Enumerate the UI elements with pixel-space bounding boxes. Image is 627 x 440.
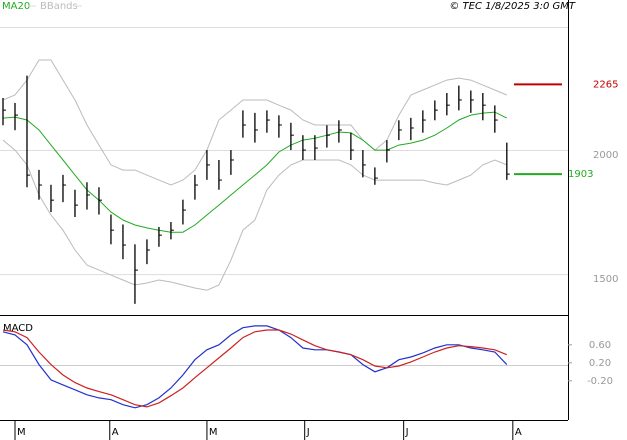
y-tick-label: 2000 bbox=[593, 150, 618, 161]
x-tick-label: A bbox=[112, 427, 119, 438]
x-tick-label: J bbox=[306, 427, 310, 438]
legend-entry: MA20 bbox=[2, 1, 30, 12]
macd-line bbox=[2, 329, 508, 408]
bollinger-upper bbox=[2, 59, 507, 186]
y-tick-label: -0.20 bbox=[587, 376, 613, 387]
x-tick-label: A bbox=[515, 427, 522, 438]
legend-entry: BBands bbox=[40, 1, 78, 12]
x-tick-label: J bbox=[405, 427, 409, 438]
y-tick-label: 1500 bbox=[593, 274, 618, 285]
x-tick-label: M bbox=[17, 427, 26, 438]
y-tick-label: 0.20 bbox=[589, 358, 611, 369]
macd-line bbox=[2, 325, 508, 409]
panel-title: MACD bbox=[3, 323, 33, 334]
level-label: 2265 bbox=[593, 79, 618, 90]
x-tick-label: M bbox=[209, 427, 218, 438]
bollinger-lower bbox=[2, 139, 507, 291]
level-label: 1903 bbox=[568, 169, 593, 180]
y-tick-label: 0.60 bbox=[589, 340, 611, 351]
source: © TEC 1/8/2025 3:0 GMT bbox=[449, 1, 576, 12]
